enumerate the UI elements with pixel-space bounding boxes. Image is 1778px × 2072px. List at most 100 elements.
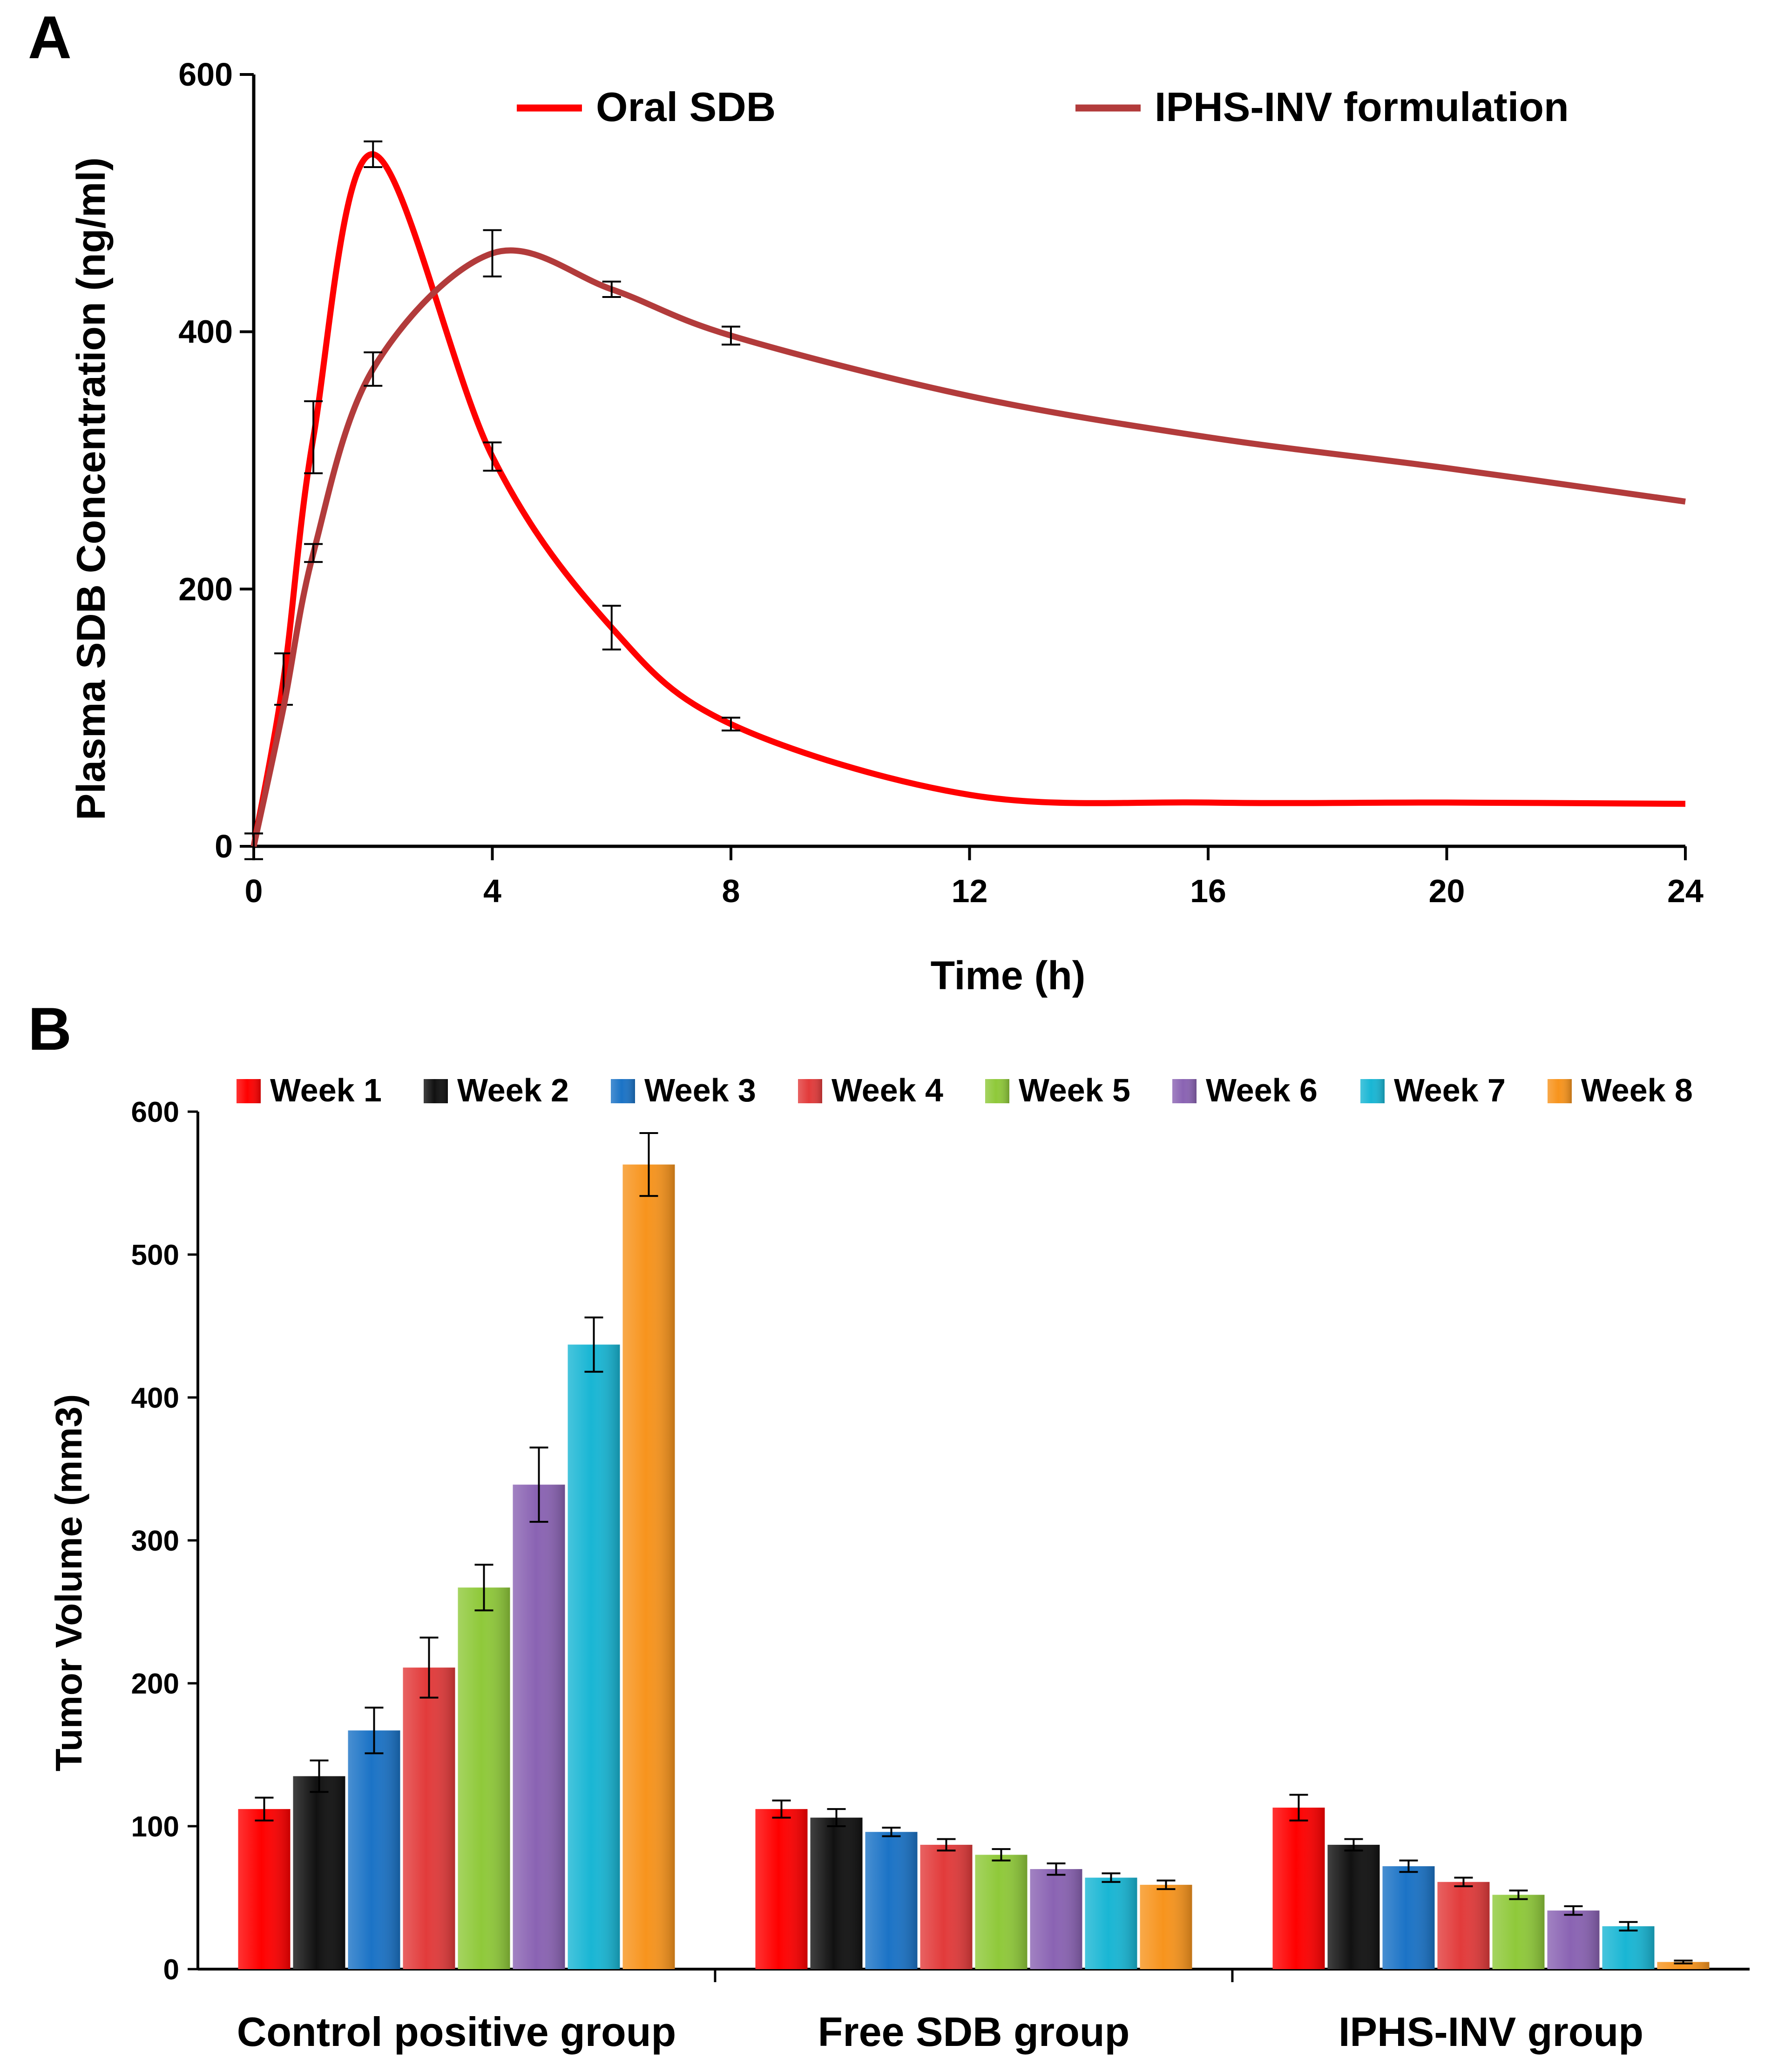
panel-a-error-bar [304, 400, 323, 474]
panel-b-bar-shading [1085, 1877, 1137, 1969]
panel-b-y-tick-label: 0 [163, 1954, 179, 1986]
panel-b-bar-group [810, 1808, 863, 1969]
panel-b-bar-shading [293, 1776, 345, 1969]
panel-b-bar-group [1492, 1890, 1545, 1969]
panel-b-legend-item: Week 6 [1172, 1072, 1318, 1108]
panel-a-error-bar [364, 351, 383, 387]
panel-b-bar-group [1382, 1859, 1435, 1969]
panel-a-error-bar [602, 605, 621, 651]
panel-a-legend: Oral SDB IPHS-INV formulation [517, 84, 1569, 130]
panel-a-x-tick-label: 0 [245, 873, 263, 909]
panel-b-bar-group [920, 1838, 973, 1969]
panel-a: A Oral SDB IPHS-INV formulation 020040060… [28, 3, 1704, 998]
panel-a-y-tick-label: 600 [178, 56, 233, 93]
panel-b-y-tick-label: 300 [131, 1525, 179, 1557]
panel-b-bar-shading [1382, 1866, 1435, 1969]
panel-b-legend-swatch-shading [1548, 1079, 1572, 1103]
panel-b-bar-shading [810, 1817, 863, 1969]
panel-b-legend-item: Week 8 [1548, 1072, 1693, 1108]
panel-b-bar-group [1657, 1959, 1710, 1969]
panel-b-axes: 0 100 200 300 400 500 600 Control positive grou… [131, 1096, 1750, 2055]
panel-b-bar-group [755, 1799, 808, 1969]
panel-b-bar-group [1327, 1838, 1380, 1969]
panel-b-category-label: Control positive group [237, 2009, 676, 2055]
panel-b-bar-shading [755, 1809, 808, 1969]
panel-a-legend-item: Oral SDB [517, 84, 776, 130]
panel-b-legend-label: Week 3 [644, 1072, 756, 1108]
panel-a-error-bar [483, 441, 502, 472]
panel-b-bar-shading [1030, 1869, 1082, 1969]
panel-b-y-tick-label: 200 [131, 1668, 179, 1700]
panel-b-bar-shading [1492, 1895, 1545, 1969]
panel-b-y-tick-label: 600 [131, 1096, 179, 1128]
panel-b-y-tick-label: 400 [131, 1382, 179, 1414]
panel-b-legend-swatch-shading [611, 1079, 635, 1103]
panel-a-x-tick-label: 20 [1429, 873, 1465, 909]
panel-a-legend-item: IPHS-INV formulation [1075, 84, 1569, 130]
panel-b-bar-group [568, 1316, 620, 1969]
panel-b-bar-group [1030, 1862, 1082, 1969]
panel-b-y-tick-label: 500 [131, 1239, 179, 1271]
panel-b-bar-shading [1140, 1884, 1192, 1969]
panel-b-bar-shading [513, 1485, 565, 1969]
panel-a-y-tick-label: 400 [178, 314, 233, 350]
panel-a-x-tick-label: 24 [1667, 873, 1704, 909]
panel-a-y-tick-label: 0 [215, 828, 233, 864]
panel-b-bar-group [865, 1827, 918, 1969]
panel-a-y-axis-title: Plasma SDB Concentration (ng/ml) [69, 157, 114, 820]
panel-b-bar-shading [622, 1164, 675, 1969]
panel-b-legend-label: Week 8 [1581, 1072, 1693, 1108]
panel-b-legend-item: Week 3 [611, 1072, 756, 1108]
panel-b-bar-shading [920, 1844, 973, 1969]
panel-b-bar-shading [1602, 1926, 1655, 1969]
panel-b-bar-group [1602, 1921, 1655, 1969]
panel-b-legend-label: Week 2 [457, 1072, 569, 1108]
panel-a-x-tick-label: 12 [952, 873, 988, 909]
panel-a-y-tick-label: 200 [178, 571, 233, 607]
panel-b-y-tick-label: 100 [131, 1811, 179, 1843]
panel-a-x-tick-label: 8 [722, 873, 740, 909]
panel-b-bar-shading [238, 1809, 291, 1969]
panel-b-legend-item: Week 2 [424, 1072, 569, 1108]
panel-a-series-line-0 [250, 151, 1686, 847]
panel-a-legend-label: Oral SDB [596, 84, 776, 130]
panel-a-label: A [28, 3, 72, 71]
panel-b-bar-shading [975, 1855, 1028, 1969]
panel-b-legend-label: Week 7 [1394, 1072, 1506, 1108]
panel-b-label: B [28, 995, 72, 1063]
panel-b-bar-group [1140, 1879, 1192, 1969]
panel-b-bar-shading [1272, 1808, 1325, 1969]
panel-b-bar-group [458, 1564, 510, 1969]
panel-b-bar-group [403, 1636, 455, 1969]
panel-a-x-axis-title: Time (h) [931, 953, 1086, 998]
panel-b-legend-label: Week 6 [1206, 1072, 1318, 1108]
panel-b-bar-shading [403, 1667, 455, 1969]
panel-a-error-bar [304, 543, 323, 563]
panel-b-legend-label: Week 1 [270, 1072, 382, 1108]
panel-b-legend-swatch-shading [1172, 1079, 1197, 1103]
panel-b-legend-label: Week 5 [1019, 1072, 1130, 1108]
panel-b-legend-swatch-shading [798, 1079, 822, 1103]
panel-a-error-bar [244, 832, 263, 860]
panel-b-y-axis-title: Tumor Volume (mm3) [48, 1394, 89, 1771]
panel-b-legend-swatch-shading [424, 1079, 448, 1103]
panel-b-bar-group [238, 1796, 291, 1969]
panel-b-category-label: Free SDB group [818, 2009, 1130, 2055]
panel-a-error-bar [722, 716, 740, 732]
panel-b-bar-group [513, 1446, 565, 1969]
panel-b-bar-shading [1327, 1844, 1380, 1969]
panel-a-error-bar [722, 325, 740, 346]
panel-b-legend-item: Week 1 [237, 1072, 382, 1108]
panel-b-bar-shading [1547, 1910, 1600, 1969]
panel-b: B Week 1 Week 2 Week 3 Week 4 Week 5 Week 6 We… [28, 995, 1750, 2055]
panel-b-bar-group [1547, 1905, 1600, 1969]
panel-b-bar-shading [1437, 1882, 1490, 1969]
panel-b-bar-group [293, 1759, 345, 1969]
panel-b-bar-shading [865, 1832, 918, 1969]
panel-b-plot-area [238, 1132, 1710, 1969]
panel-a-error-bar [602, 280, 621, 298]
panel-b-bar-shading [568, 1344, 620, 1969]
panel-b-bar-group [1437, 1876, 1490, 1969]
panel-b-bar-group [1272, 1794, 1325, 1969]
